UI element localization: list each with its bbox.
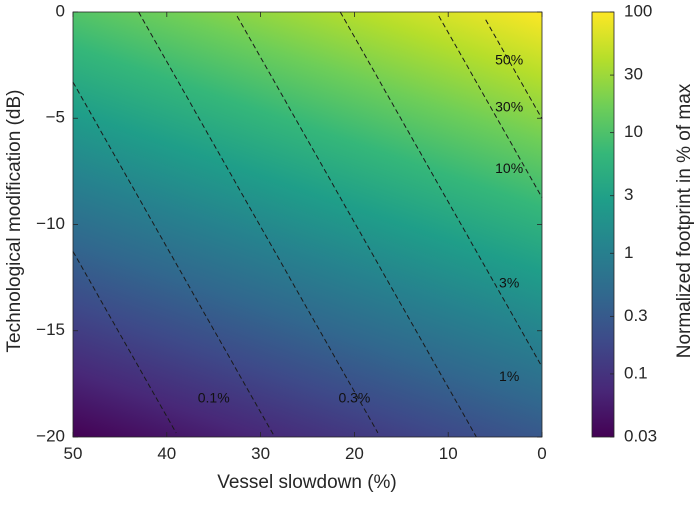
y-tick-label: −15 bbox=[36, 320, 65, 339]
contour-label: 3% bbox=[499, 275, 519, 291]
colorbar-tick-label: 1 bbox=[624, 243, 633, 262]
x-tick-label: 0 bbox=[537, 444, 546, 463]
colorbar-tick-label: 30 bbox=[624, 65, 643, 84]
y-tick-label: 0 bbox=[56, 1, 65, 20]
colorbar-frame bbox=[591, 11, 615, 438]
contour-label: 50% bbox=[495, 52, 523, 68]
heatmap-surface bbox=[73, 12, 542, 437]
colorbar-gradient bbox=[592, 12, 614, 437]
colorbar-tick-label: 10 bbox=[624, 122, 643, 141]
colorbar-tick-label: 0.03 bbox=[624, 426, 657, 445]
contour-line bbox=[236, 15, 477, 438]
contour-label: 1% bbox=[499, 368, 519, 384]
y-axis: 0 −5 −10 −15 −20 bbox=[36, 1, 542, 445]
colorbar-tick-label: 3 bbox=[624, 185, 633, 204]
x-tick-label: 20 bbox=[345, 444, 364, 463]
colorbar: 0.03 0.1 0.3 1 3 10 30 100 bbox=[591, 1, 657, 445]
contour-line bbox=[438, 15, 543, 198]
contour-line bbox=[72, 251, 177, 434]
plot-area bbox=[72, 11, 543, 438]
y-tick-label: −20 bbox=[36, 426, 65, 445]
colorbar-tick-label: 100 bbox=[624, 1, 652, 20]
x-tick-label: 50 bbox=[64, 444, 83, 463]
contour-label: 10% bbox=[495, 160, 523, 176]
x-tick-label: 40 bbox=[157, 444, 176, 463]
colorbar-tick-label: 0.1 bbox=[624, 363, 648, 382]
y-axis-title: Technological modification (dB) bbox=[4, 90, 25, 353]
contour-line bbox=[485, 19, 543, 120]
x-tick-label: 30 bbox=[251, 444, 270, 463]
contour-line bbox=[138, 11, 379, 434]
y-tick-label: −10 bbox=[36, 214, 65, 233]
contour-label: 30% bbox=[495, 98, 523, 114]
x-axis: 50 40 30 20 10 0 bbox=[64, 12, 547, 463]
contour-label: 0.3% bbox=[338, 389, 370, 405]
colorbar-tick-label: 0.3 bbox=[624, 306, 648, 325]
y-tick-label: −5 bbox=[46, 108, 65, 127]
contour-lines: 0.1% 0.3% 1% 3% 10% 30% 50% bbox=[72, 11, 543, 438]
contour-line bbox=[72, 81, 276, 438]
x-tick-label: 10 bbox=[439, 444, 458, 463]
colorbar-title: Normalized footprint in % of max bbox=[674, 83, 695, 358]
contour-line bbox=[339, 11, 543, 368]
contour-label: 0.1% bbox=[198, 389, 230, 405]
x-axis-title: Vessel slowdown (%) bbox=[217, 472, 397, 493]
